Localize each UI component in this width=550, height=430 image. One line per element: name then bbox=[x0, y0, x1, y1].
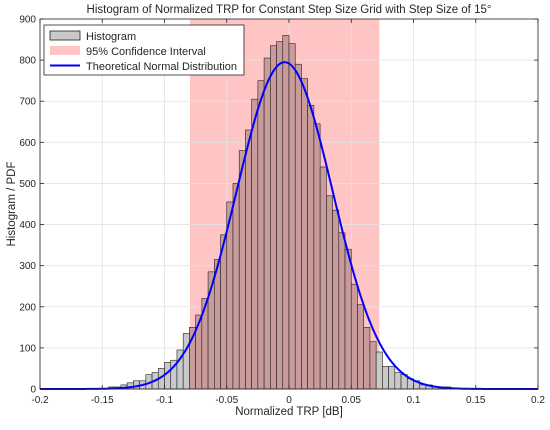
histogram-bar bbox=[344, 248, 352, 390]
histogram-bar bbox=[363, 327, 371, 390]
y-tick-label: 100 bbox=[19, 343, 36, 354]
histogram-bar bbox=[282, 35, 290, 390]
normal-distribution-curve bbox=[40, 61, 538, 390]
histogram-bar bbox=[164, 361, 172, 390]
y-tick-label: 900 bbox=[19, 15, 36, 26]
x-tick-label: 0.1 bbox=[407, 395, 421, 406]
histogram-bar bbox=[382, 366, 389, 390]
histogram-bar bbox=[263, 57, 271, 390]
histogram-bar bbox=[238, 150, 246, 390]
histogram-bar bbox=[307, 105, 315, 390]
histogram-bar bbox=[251, 98, 259, 390]
x-tick-label: -0.05 bbox=[215, 395, 238, 406]
histogram-bar bbox=[357, 304, 365, 390]
histogram-bar bbox=[182, 333, 190, 390]
y-tick-label: 500 bbox=[19, 179, 36, 190]
axes bbox=[39, 18, 539, 390]
legend-confidence-interval-swatch bbox=[50, 46, 80, 55]
normal-curve-layer bbox=[40, 61, 538, 390]
y-tick-label: 0 bbox=[30, 385, 36, 396]
histogram-bar bbox=[288, 43, 296, 390]
x-tick-label: -0.1 bbox=[156, 395, 174, 406]
legend-confidence-interval-label: 95% Confidence Interval bbox=[86, 46, 206, 58]
histogram-bar bbox=[257, 80, 265, 390]
histogram-bar bbox=[220, 234, 228, 390]
histogram-bar bbox=[394, 372, 402, 390]
x-tick-label: 0.05 bbox=[342, 395, 362, 406]
histogram-bar bbox=[245, 129, 252, 390]
legend: Histogram 95% Confidence Interval Theore… bbox=[43, 24, 245, 76]
histogram-bar bbox=[326, 195, 333, 390]
legend-histogram-swatch bbox=[49, 30, 81, 41]
y-tick-label: 400 bbox=[19, 220, 36, 231]
x-tick-label: -0.2 bbox=[31, 395, 49, 406]
histogram-bars bbox=[108, 35, 452, 390]
histogram-bar bbox=[232, 183, 240, 390]
y-tick-label: 700 bbox=[19, 97, 36, 108]
x-axis-label: Normalized TRP [dB] bbox=[235, 406, 343, 418]
x-tick-label: 0 bbox=[286, 395, 292, 406]
histogram-bar bbox=[375, 351, 383, 390]
legend-histogram-label: Histogram bbox=[86, 31, 136, 43]
y-tick-label: 800 bbox=[19, 56, 36, 67]
histogram-bar bbox=[270, 45, 277, 390]
x-tick-label: 0.15 bbox=[466, 395, 486, 406]
histogram-bar bbox=[294, 63, 302, 390]
y-axis-label: Histogram / PDF bbox=[6, 162, 18, 247]
chart-title: Histogram of Normalized TRP for Constant… bbox=[87, 4, 492, 16]
histogram-bar bbox=[276, 41, 284, 390]
histogram-bar bbox=[214, 259, 221, 390]
histogram-bar bbox=[388, 366, 396, 390]
histogram-bar bbox=[313, 123, 321, 390]
x-tick-label: -0.15 bbox=[91, 395, 114, 406]
legend-normal-distribution-label: Theoretical Normal Distribution bbox=[86, 61, 237, 73]
y-tick-label: 200 bbox=[19, 302, 36, 313]
y-tick-label: 300 bbox=[19, 261, 36, 272]
histogram-bar bbox=[338, 232, 346, 390]
histogram-bar bbox=[350, 283, 358, 390]
histogram-bar bbox=[301, 78, 308, 390]
x-tick-label: 0.2 bbox=[531, 395, 545, 406]
tick-labels: -0.2 -0.15 -0.1 -0.05 0 0.05 0.1 0.15 0.2 0 100 200… bbox=[19, 15, 545, 407]
histogram-bar bbox=[369, 341, 377, 390]
y-tick-label: 600 bbox=[19, 138, 36, 149]
histogram-bar bbox=[332, 209, 340, 390]
histogram-bar bbox=[319, 166, 327, 390]
